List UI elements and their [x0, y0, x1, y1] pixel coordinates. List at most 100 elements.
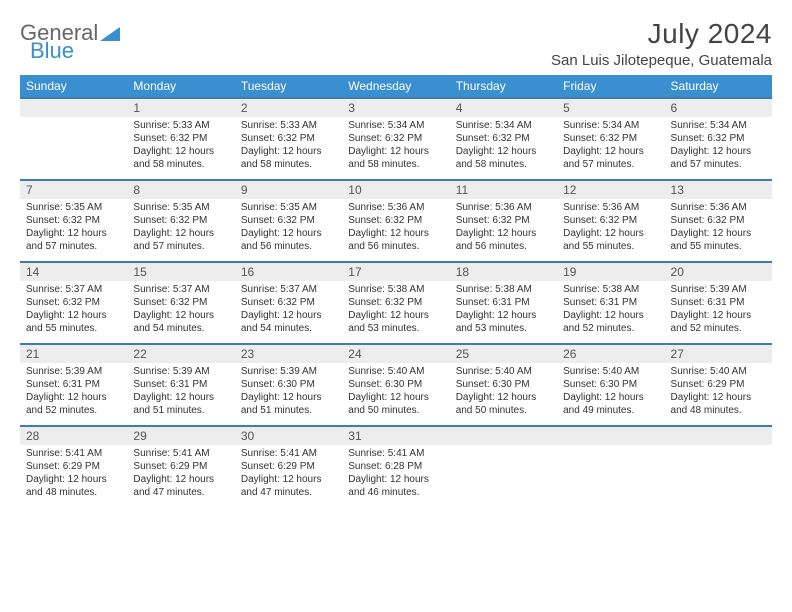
calendar-day-cell: 24Sunrise: 5:40 AMSunset: 6:30 PMDayligh… — [342, 344, 449, 426]
calendar-day-cell — [665, 426, 772, 507]
daylight-text: Daylight: 12 hours and 47 minutes. — [133, 473, 228, 499]
sunrise-text: Sunrise: 5:36 AM — [563, 201, 658, 214]
sunrise-text: Sunrise: 5:40 AM — [348, 365, 443, 378]
sunrise-text: Sunrise: 5:34 AM — [563, 119, 658, 132]
sunrise-text: Sunrise: 5:38 AM — [563, 283, 658, 296]
day-body: Sunrise: 5:40 AMSunset: 6:30 PMDaylight:… — [557, 363, 664, 425]
daylight-text: Daylight: 12 hours and 47 minutes. — [241, 473, 336, 499]
day-number: 16 — [235, 263, 342, 281]
sunset-text: Sunset: 6:32 PM — [563, 132, 658, 145]
sunset-text: Sunset: 6:30 PM — [563, 378, 658, 391]
day-number: 20 — [665, 263, 772, 281]
weekday-header: Saturday — [665, 75, 772, 98]
day-body: Sunrise: 5:34 AMSunset: 6:32 PMDaylight:… — [450, 117, 557, 179]
sunset-text: Sunset: 6:32 PM — [456, 132, 551, 145]
sunrise-text: Sunrise: 5:33 AM — [241, 119, 336, 132]
sunset-text: Sunset: 6:32 PM — [26, 296, 121, 309]
sunrise-text: Sunrise: 5:41 AM — [241, 447, 336, 460]
sunset-text: Sunset: 6:30 PM — [456, 378, 551, 391]
calendar-week-row: 7Sunrise: 5:35 AMSunset: 6:32 PMDaylight… — [20, 180, 772, 262]
sunset-text: Sunset: 6:31 PM — [456, 296, 551, 309]
daylight-text: Daylight: 12 hours and 46 minutes. — [348, 473, 443, 499]
sunset-text: Sunset: 6:29 PM — [241, 460, 336, 473]
calendar-day-cell: 31Sunrise: 5:41 AMSunset: 6:28 PMDayligh… — [342, 426, 449, 507]
calendar-day-cell: 28Sunrise: 5:41 AMSunset: 6:29 PMDayligh… — [20, 426, 127, 507]
day-number: 10 — [342, 181, 449, 199]
calendar-day-cell: 25Sunrise: 5:40 AMSunset: 6:30 PMDayligh… — [450, 344, 557, 426]
calendar-week-row: 28Sunrise: 5:41 AMSunset: 6:29 PMDayligh… — [20, 426, 772, 507]
day-number: 31 — [342, 427, 449, 445]
month-title: July 2024 — [551, 18, 772, 50]
sunrise-text: Sunrise: 5:36 AM — [348, 201, 443, 214]
day-number: 4 — [450, 99, 557, 117]
sunrise-text: Sunrise: 5:34 AM — [456, 119, 551, 132]
sunrise-text: Sunrise: 5:38 AM — [348, 283, 443, 296]
calendar-day-cell: 23Sunrise: 5:39 AMSunset: 6:30 PMDayligh… — [235, 344, 342, 426]
daylight-text: Daylight: 12 hours and 48 minutes. — [671, 391, 766, 417]
day-number: 15 — [127, 263, 234, 281]
day-number: 24 — [342, 345, 449, 363]
daylight-text: Daylight: 12 hours and 57 minutes. — [133, 227, 228, 253]
daylight-text: Daylight: 12 hours and 55 minutes. — [671, 227, 766, 253]
daylight-text: Daylight: 12 hours and 57 minutes. — [671, 145, 766, 171]
sunrise-text: Sunrise: 5:37 AM — [26, 283, 121, 296]
day-body: Sunrise: 5:40 AMSunset: 6:30 PMDaylight:… — [342, 363, 449, 425]
calendar-day-cell: 30Sunrise: 5:41 AMSunset: 6:29 PMDayligh… — [235, 426, 342, 507]
day-body: Sunrise: 5:36 AMSunset: 6:32 PMDaylight:… — [450, 199, 557, 261]
daylight-text: Daylight: 12 hours and 49 minutes. — [563, 391, 658, 417]
sunset-text: Sunset: 6:32 PM — [348, 132, 443, 145]
sunset-text: Sunset: 6:32 PM — [456, 214, 551, 227]
daylight-text: Daylight: 12 hours and 57 minutes. — [563, 145, 658, 171]
sunset-text: Sunset: 6:31 PM — [26, 378, 121, 391]
day-number: 14 — [20, 263, 127, 281]
day-body: Sunrise: 5:40 AMSunset: 6:30 PMDaylight:… — [450, 363, 557, 425]
day-body: Sunrise: 5:35 AMSunset: 6:32 PMDaylight:… — [127, 199, 234, 261]
sunset-text: Sunset: 6:32 PM — [671, 132, 766, 145]
sunset-text: Sunset: 6:32 PM — [241, 214, 336, 227]
daylight-text: Daylight: 12 hours and 56 minutes. — [241, 227, 336, 253]
daylight-text: Daylight: 12 hours and 52 minutes. — [671, 309, 766, 335]
day-body: Sunrise: 5:38 AMSunset: 6:31 PMDaylight:… — [557, 281, 664, 343]
calendar-day-cell: 22Sunrise: 5:39 AMSunset: 6:31 PMDayligh… — [127, 344, 234, 426]
day-number: 26 — [557, 345, 664, 363]
day-number: 19 — [557, 263, 664, 281]
sunrise-text: Sunrise: 5:39 AM — [241, 365, 336, 378]
day-number: 1 — [127, 99, 234, 117]
calendar-day-cell: 29Sunrise: 5:41 AMSunset: 6:29 PMDayligh… — [127, 426, 234, 507]
sunset-text: Sunset: 6:32 PM — [348, 214, 443, 227]
day-body: Sunrise: 5:39 AMSunset: 6:30 PMDaylight:… — [235, 363, 342, 425]
sunset-text: Sunset: 6:32 PM — [133, 214, 228, 227]
calendar-day-cell: 9Sunrise: 5:35 AMSunset: 6:32 PMDaylight… — [235, 180, 342, 262]
calendar-day-cell: 7Sunrise: 5:35 AMSunset: 6:32 PMDaylight… — [20, 180, 127, 262]
day-body: Sunrise: 5:37 AMSunset: 6:32 PMDaylight:… — [20, 281, 127, 343]
day-body: Sunrise: 5:36 AMSunset: 6:32 PMDaylight:… — [342, 199, 449, 261]
calendar-day-cell: 20Sunrise: 5:39 AMSunset: 6:31 PMDayligh… — [665, 262, 772, 344]
day-body: Sunrise: 5:34 AMSunset: 6:32 PMDaylight:… — [342, 117, 449, 179]
day-body: Sunrise: 5:38 AMSunset: 6:32 PMDaylight:… — [342, 281, 449, 343]
daylight-text: Daylight: 12 hours and 48 minutes. — [26, 473, 121, 499]
day-number: 2 — [235, 99, 342, 117]
day-body: Sunrise: 5:39 AMSunset: 6:31 PMDaylight:… — [665, 281, 772, 343]
sunrise-text: Sunrise: 5:39 AM — [133, 365, 228, 378]
title-block: July 2024 San Luis Jilotepeque, Guatemal… — [551, 18, 772, 69]
calendar-day-cell: 2Sunrise: 5:33 AMSunset: 6:32 PMDaylight… — [235, 98, 342, 180]
brand-triangle-icon — [100, 21, 120, 47]
brand-part2: Blue — [30, 38, 74, 64]
weekday-header: Tuesday — [235, 75, 342, 98]
daylight-text: Daylight: 12 hours and 52 minutes. — [26, 391, 121, 417]
calendar-day-cell — [557, 426, 664, 507]
calendar-table: Sunday Monday Tuesday Wednesday Thursday… — [20, 75, 772, 507]
day-number: 8 — [127, 181, 234, 199]
day-number: 29 — [127, 427, 234, 445]
sunrise-text: Sunrise: 5:35 AM — [241, 201, 336, 214]
daylight-text: Daylight: 12 hours and 50 minutes. — [348, 391, 443, 417]
sunrise-text: Sunrise: 5:39 AM — [26, 365, 121, 378]
daylight-text: Daylight: 12 hours and 54 minutes. — [241, 309, 336, 335]
calendar-day-cell: 12Sunrise: 5:36 AMSunset: 6:32 PMDayligh… — [557, 180, 664, 262]
daylight-text: Daylight: 12 hours and 50 minutes. — [456, 391, 551, 417]
day-number: 3 — [342, 99, 449, 117]
weekday-header: Monday — [127, 75, 234, 98]
sunset-text: Sunset: 6:29 PM — [671, 378, 766, 391]
sunrise-text: Sunrise: 5:39 AM — [671, 283, 766, 296]
daylight-text: Daylight: 12 hours and 53 minutes. — [456, 309, 551, 335]
